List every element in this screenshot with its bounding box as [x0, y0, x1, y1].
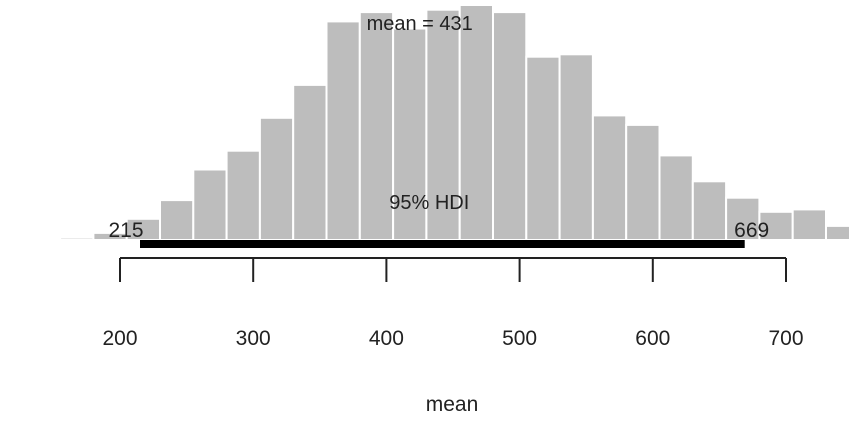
x-axis-ticks: 200 300 400 500 600 700: [102, 258, 804, 350]
histogram-bar: [159, 199, 195, 242]
histogram-bar: [591, 114, 628, 241]
histogram-bar: [791, 208, 828, 241]
histogram-bar: [325, 20, 361, 242]
mean-label: mean = 431: [367, 13, 473, 35]
x-tick-label: 500: [502, 327, 537, 350]
histogram-bar: [825, 224, 849, 241]
histogram-bar: [525, 55, 561, 242]
histogram-bar: [292, 83, 328, 242]
histogram-bar: [492, 11, 528, 241]
histogram-bar: [658, 154, 694, 241]
histogram-bar: [691, 180, 728, 242]
histogram-bar: [225, 149, 261, 241]
histogram-bar: [258, 116, 295, 241]
x-tick-label: 700: [768, 327, 803, 350]
hdi-label: 95% HDI: [389, 192, 469, 214]
hdi-bar: [140, 240, 745, 248]
histogram-bar: [358, 11, 395, 241]
histogram-bar: [625, 123, 661, 241]
histogram-bar: [192, 168, 228, 241]
x-tick-label: 400: [369, 327, 404, 350]
hdi-low-label: 215: [108, 219, 143, 242]
x-axis-title: mean: [426, 393, 479, 416]
x-tick-label: 200: [102, 327, 137, 350]
histogram-bars: [59, 4, 849, 242]
histogram-bar: [758, 210, 794, 242]
hdi-high-label: 669: [734, 219, 769, 242]
x-tick-label: 600: [635, 327, 670, 350]
histogram-bar: [59, 236, 95, 241]
histogram-bar: [558, 53, 594, 241]
x-tick-label: 300: [236, 327, 271, 350]
